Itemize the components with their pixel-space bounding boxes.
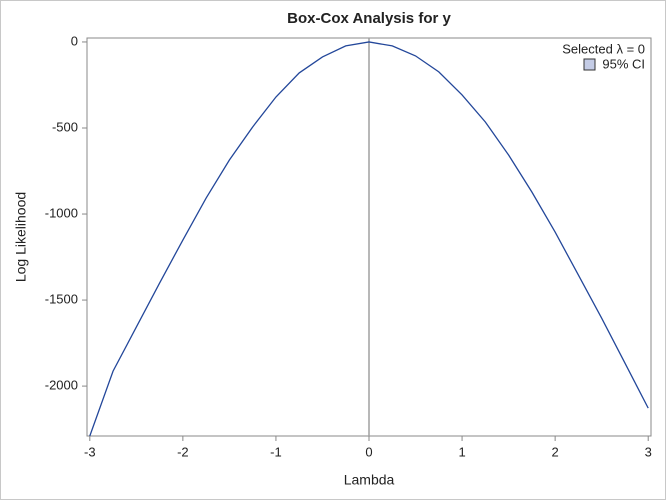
y-tick-label: 0 bbox=[71, 33, 78, 48]
x-tick-label: -1 bbox=[270, 444, 282, 459]
selected-lambda-label: Selected λ = 0 bbox=[562, 41, 645, 56]
x-axis-label: Lambda bbox=[344, 472, 395, 488]
x-tick-label: 0 bbox=[365, 444, 372, 459]
legend-label: 95% CI bbox=[602, 56, 645, 71]
chart-title: Box-Cox Analysis for y bbox=[287, 10, 451, 27]
x-tick-label: 1 bbox=[458, 444, 465, 459]
y-tick-label: -2000 bbox=[45, 378, 78, 393]
y-tick-label: -1000 bbox=[45, 205, 78, 220]
y-tick-label: -1500 bbox=[45, 292, 78, 307]
y-axis-label: Log Likelihood bbox=[13, 192, 29, 282]
legend-swatch bbox=[583, 58, 596, 71]
x-tick-label: 2 bbox=[552, 444, 559, 459]
x-tick-label: -2 bbox=[177, 444, 189, 459]
x-tick-label: 3 bbox=[645, 444, 652, 459]
series-line bbox=[89, 41, 649, 437]
y-tick-label: -500 bbox=[52, 119, 78, 134]
x-tick-label: -3 bbox=[84, 444, 96, 459]
